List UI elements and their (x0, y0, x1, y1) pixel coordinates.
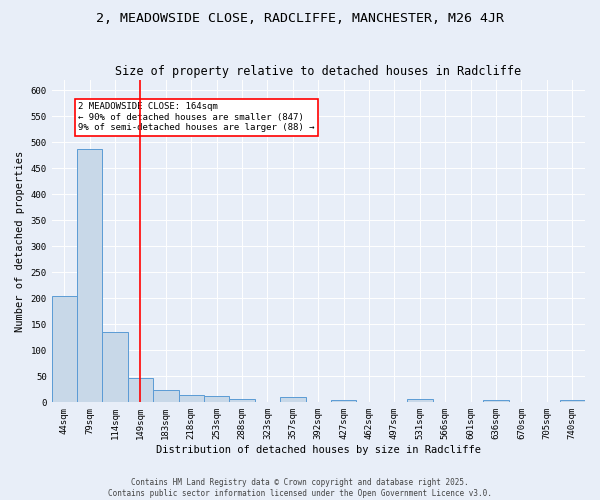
Bar (484, 400, 509, 402)
Bar (128, 378, 153, 402)
Title: Size of property relative to detached houses in Radcliffe: Size of property relative to detached ho… (115, 66, 521, 78)
Bar (77, 149, 103, 403)
Y-axis label: Number of detached properties: Number of detached properties (15, 150, 25, 332)
Bar (179, 395, 204, 402)
Bar (204, 396, 229, 402)
Bar (407, 398, 433, 402)
Bar (280, 397, 305, 402)
X-axis label: Distribution of detached houses by size in Radcliffe: Distribution of detached houses by size … (156, 445, 481, 455)
Bar (52, 296, 77, 403)
Bar (153, 390, 179, 402)
Text: 2, MEADOWSIDE CLOSE, RADCLIFFE, MANCHESTER, M26 4JR: 2, MEADOWSIDE CLOSE, RADCLIFFE, MANCHEST… (96, 12, 504, 26)
Bar (229, 399, 255, 402)
Bar (331, 400, 356, 402)
Text: Contains HM Land Registry data © Crown copyright and database right 2025.
Contai: Contains HM Land Registry data © Crown c… (108, 478, 492, 498)
Text: 2 MEADOWSIDE CLOSE: 164sqm
← 90% of detached houses are smaller (847)
9% of semi: 2 MEADOWSIDE CLOSE: 164sqm ← 90% of deta… (78, 102, 315, 132)
Bar (103, 332, 128, 402)
Bar (560, 400, 585, 402)
